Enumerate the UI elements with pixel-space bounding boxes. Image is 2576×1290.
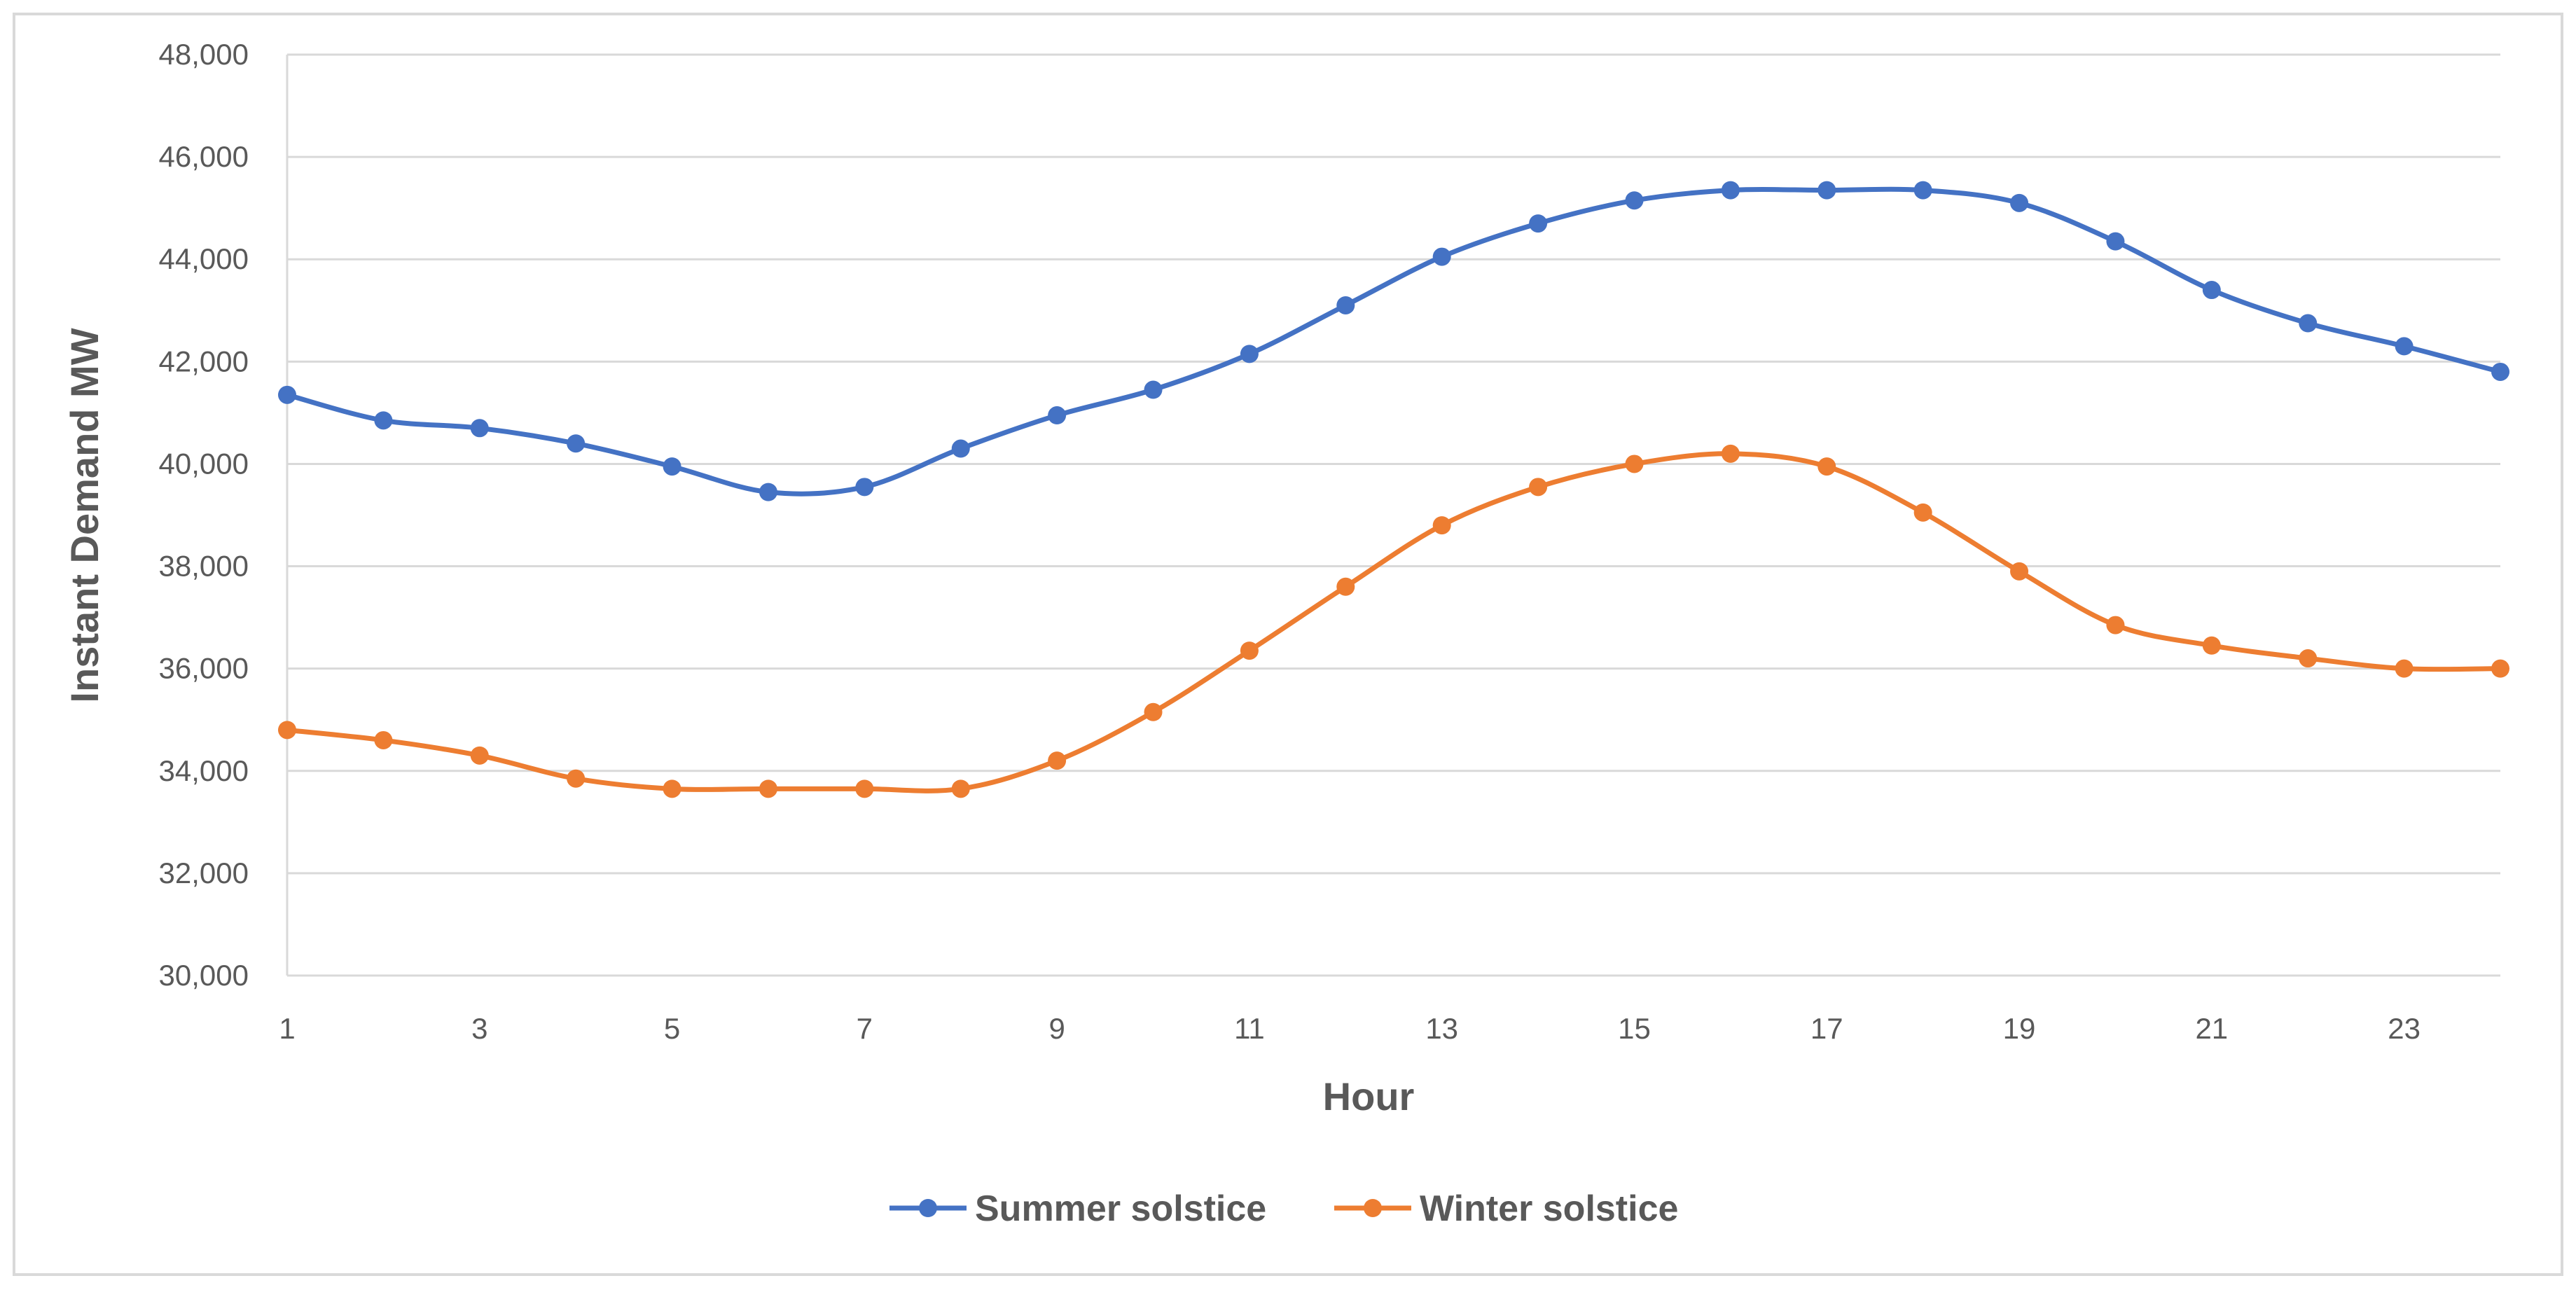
data-point-winter-solstice-4 xyxy=(567,769,586,788)
legend-item-winter-solstice: Winter solstice xyxy=(1334,1188,1678,1229)
data-point-winter-solstice-24 xyxy=(2491,659,2509,678)
x-tick-label: 17 xyxy=(1810,1012,1843,1045)
data-point-summer-solstice-7 xyxy=(855,478,874,497)
data-point-winter-solstice-14 xyxy=(1529,478,1548,497)
series-winter-solstice xyxy=(278,444,2509,798)
data-point-winter-solstice-23 xyxy=(2395,659,2414,678)
x-tick-label: 15 xyxy=(1618,1012,1651,1045)
data-point-summer-solstice-10 xyxy=(1144,380,1163,399)
data-point-winter-solstice-10 xyxy=(1144,702,1163,721)
y-axis-ticks: 30,000 32,000 34,000 36,000 38,000 40,000 42,0… xyxy=(159,38,249,992)
x-tick-label: 19 xyxy=(2003,1012,2036,1045)
data-point-winter-solstice-7 xyxy=(855,779,874,798)
data-point-winter-solstice-19 xyxy=(2010,562,2029,581)
data-point-winter-solstice-16 xyxy=(1721,444,1740,463)
data-point-summer-solstice-4 xyxy=(567,434,586,453)
data-point-summer-solstice-14 xyxy=(1529,214,1548,233)
x-tick-label: 21 xyxy=(2195,1012,2228,1045)
data-point-winter-solstice-8 xyxy=(951,779,970,798)
data-point-winter-solstice-21 xyxy=(2202,636,2221,655)
data-point-summer-solstice-5 xyxy=(663,457,681,476)
data-point-summer-solstice-24 xyxy=(2491,362,2509,381)
data-point-summer-solstice-22 xyxy=(2299,314,2318,333)
legend-swatch-marker xyxy=(1364,1199,1382,1217)
data-point-summer-solstice-13 xyxy=(1432,247,1451,266)
data-point-winter-solstice-13 xyxy=(1432,516,1451,535)
y-tick-label: 42,000 xyxy=(159,345,249,377)
data-point-summer-solstice-9 xyxy=(1048,406,1067,425)
data-point-winter-solstice-12 xyxy=(1336,577,1355,596)
y-tick-label: 46,000 xyxy=(159,140,249,173)
data-point-winter-solstice-9 xyxy=(1048,751,1067,770)
x-axis-title: Hour xyxy=(1323,1074,1415,1118)
x-tick-label: 7 xyxy=(857,1012,873,1045)
x-tick-label: 23 xyxy=(2388,1012,2421,1045)
x-tick-label: 1 xyxy=(279,1012,295,1045)
data-point-winter-solstice-15 xyxy=(1625,455,1644,473)
data-point-winter-solstice-1 xyxy=(278,721,296,740)
data-point-summer-solstice-12 xyxy=(1336,296,1355,314)
data-point-winter-solstice-11 xyxy=(1240,641,1259,660)
series-lines xyxy=(278,181,2509,798)
data-point-summer-solstice-19 xyxy=(2010,193,2029,212)
data-point-summer-solstice-16 xyxy=(1721,181,1740,200)
data-point-winter-solstice-5 xyxy=(663,779,681,798)
y-tick-label: 34,000 xyxy=(159,754,249,787)
data-point-summer-solstice-2 xyxy=(374,411,393,430)
legend: Summer solstice Winter solstice xyxy=(889,1188,1678,1229)
data-point-summer-solstice-23 xyxy=(2395,337,2414,356)
data-point-summer-solstice-21 xyxy=(2202,281,2221,300)
chart-border xyxy=(13,13,2563,1276)
legend-label: Winter solstice xyxy=(1420,1188,1678,1229)
y-tick-label: 36,000 xyxy=(159,652,249,685)
legend-label: Summer solstice xyxy=(975,1188,1266,1229)
legend-item-summer-solstice: Summer solstice xyxy=(889,1188,1266,1229)
x-axis-ticks: 1 3 5 7 9 11 13 15 17 19 21 23 xyxy=(279,1012,2421,1045)
y-tick-label: 38,000 xyxy=(159,550,249,583)
x-tick-label: 13 xyxy=(1425,1012,1458,1045)
data-point-summer-solstice-8 xyxy=(951,439,970,458)
y-tick-label: 32,000 xyxy=(159,856,249,889)
data-point-summer-solstice-15 xyxy=(1625,191,1644,210)
data-point-summer-solstice-3 xyxy=(470,419,489,438)
data-point-summer-solstice-11 xyxy=(1240,345,1259,363)
data-point-winter-solstice-6 xyxy=(759,779,777,798)
data-point-winter-solstice-22 xyxy=(2299,649,2318,668)
data-point-winter-solstice-17 xyxy=(1817,457,1836,476)
data-point-summer-solstice-6 xyxy=(759,483,777,501)
y-tick-label: 40,000 xyxy=(159,447,249,480)
series-summer-solstice xyxy=(278,181,2509,501)
data-point-summer-solstice-20 xyxy=(2106,232,2125,251)
data-point-winter-solstice-18 xyxy=(1913,503,1932,522)
data-point-summer-solstice-17 xyxy=(1817,181,1836,200)
x-tick-label: 3 xyxy=(471,1012,487,1045)
x-tick-label: 11 xyxy=(1234,1012,1265,1045)
y-tick-label: 30,000 xyxy=(159,959,249,992)
y-axis-title: Instant Demand MW xyxy=(62,328,106,702)
x-tick-label: 9 xyxy=(1048,1012,1065,1045)
data-point-summer-solstice-1 xyxy=(278,385,296,404)
data-point-winter-solstice-2 xyxy=(374,730,393,749)
data-point-summer-solstice-18 xyxy=(1913,181,1932,200)
x-tick-label: 5 xyxy=(664,1012,680,1045)
legend-swatch-marker xyxy=(919,1199,937,1217)
y-tick-label: 44,000 xyxy=(159,242,249,275)
y-tick-label: 48,000 xyxy=(159,38,249,71)
data-point-winter-solstice-3 xyxy=(470,746,489,765)
data-point-winter-solstice-20 xyxy=(2106,616,2125,634)
